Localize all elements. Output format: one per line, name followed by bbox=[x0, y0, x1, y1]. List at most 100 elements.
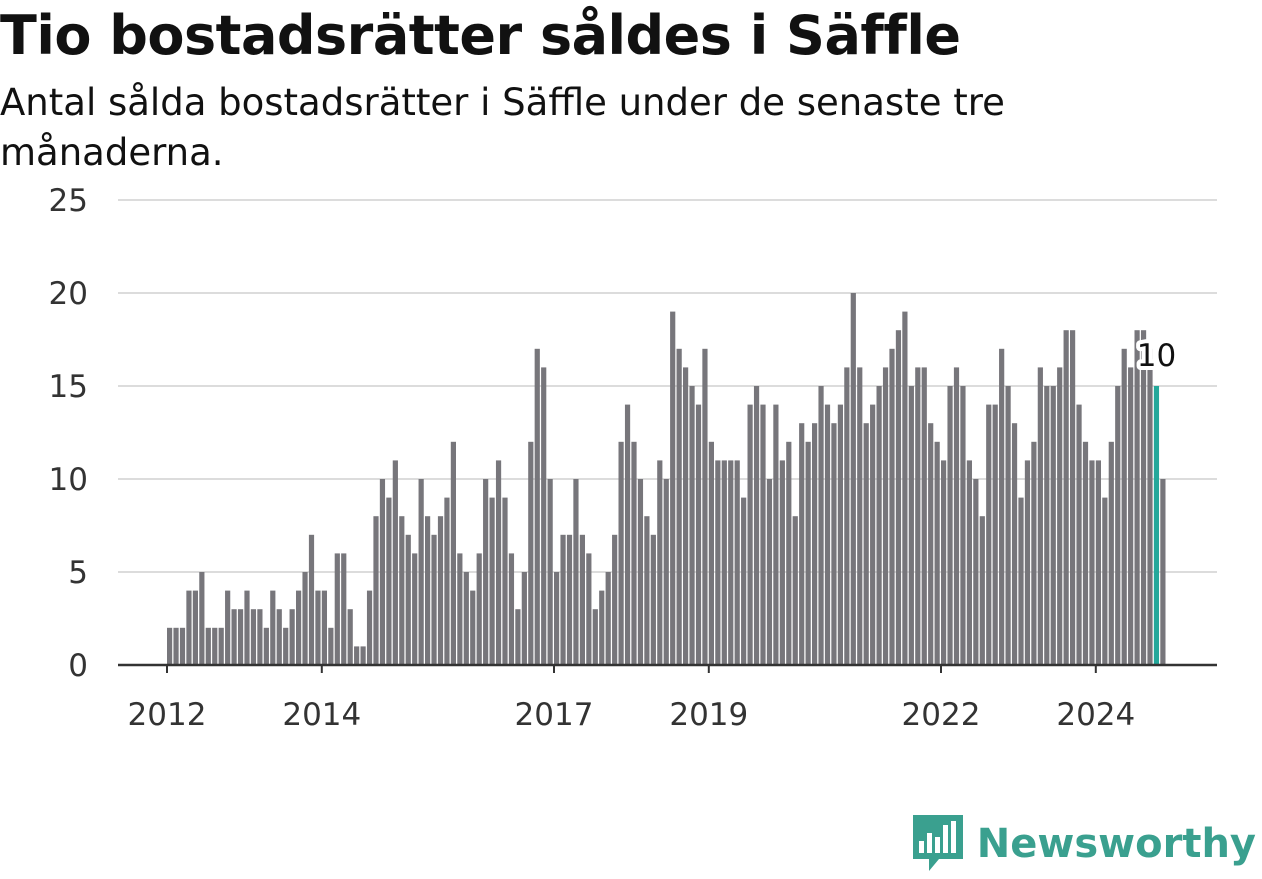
bar bbox=[908, 386, 914, 665]
bar bbox=[1011, 423, 1018, 665]
bar bbox=[928, 423, 934, 665]
bar bbox=[495, 460, 502, 665]
bar bbox=[470, 590, 476, 665]
bar bbox=[966, 460, 972, 665]
bar bbox=[515, 609, 521, 665]
bar bbox=[915, 367, 921, 665]
bar bbox=[947, 386, 953, 665]
x-tick-label: 2012 bbox=[128, 697, 207, 733]
bar bbox=[760, 404, 766, 665]
bar bbox=[1057, 367, 1063, 665]
bar bbox=[753, 386, 760, 665]
bar bbox=[276, 609, 282, 665]
bar bbox=[263, 627, 269, 665]
bar bbox=[521, 572, 527, 665]
bar bbox=[1128, 367, 1134, 665]
bar bbox=[657, 460, 663, 665]
bar bbox=[857, 367, 863, 665]
bar bbox=[953, 367, 960, 665]
bar bbox=[773, 404, 779, 665]
bar bbox=[605, 572, 611, 665]
bar bbox=[670, 311, 676, 665]
bar bbox=[1089, 460, 1095, 665]
bar bbox=[1082, 441, 1089, 665]
bar bbox=[663, 479, 669, 665]
bar bbox=[1024, 460, 1031, 665]
bar bbox=[941, 460, 947, 665]
bar bbox=[728, 460, 734, 665]
bar bbox=[386, 497, 392, 665]
bar bbox=[425, 516, 431, 665]
bar bbox=[270, 590, 276, 665]
bar bbox=[579, 534, 585, 665]
bar bbox=[812, 423, 818, 665]
bar bbox=[818, 386, 824, 665]
bar bbox=[186, 590, 192, 665]
bar bbox=[573, 479, 579, 665]
bar bbox=[979, 516, 985, 665]
bar bbox=[844, 367, 850, 665]
bar bbox=[992, 404, 998, 665]
bar bbox=[786, 441, 792, 665]
bar bbox=[689, 386, 695, 665]
y-tick-label: 0 bbox=[68, 648, 88, 684]
bar bbox=[863, 423, 869, 665]
brand-name: Newsworthy bbox=[976, 821, 1256, 867]
bar bbox=[179, 627, 186, 665]
bar bbox=[289, 609, 295, 665]
bar bbox=[237, 609, 244, 665]
bar bbox=[837, 404, 843, 665]
bar bbox=[792, 516, 798, 665]
bar bbox=[734, 460, 740, 665]
bar bbox=[560, 534, 566, 665]
bar bbox=[1134, 330, 1140, 665]
bar bbox=[444, 497, 450, 665]
bar bbox=[476, 553, 482, 665]
bar bbox=[586, 553, 592, 665]
bar bbox=[212, 627, 218, 665]
bar bbox=[1108, 441, 1114, 665]
bar bbox=[528, 441, 534, 665]
bar bbox=[766, 479, 773, 665]
bar bbox=[308, 534, 315, 665]
bar bbox=[999, 348, 1005, 665]
bar bbox=[315, 590, 321, 665]
bar bbox=[321, 590, 327, 665]
bar bbox=[244, 590, 250, 665]
bar bbox=[167, 627, 173, 665]
bar bbox=[1044, 386, 1050, 665]
bar bbox=[1121, 348, 1127, 665]
bar bbox=[831, 423, 837, 665]
bar bbox=[779, 460, 785, 665]
y-tick-label: 25 bbox=[49, 183, 88, 219]
bar bbox=[1095, 460, 1101, 665]
bar bbox=[1115, 386, 1121, 665]
bar bbox=[708, 441, 714, 665]
bar bbox=[921, 367, 927, 665]
bar bbox=[618, 441, 624, 665]
x-tick-label: 2022 bbox=[902, 697, 981, 733]
bar bbox=[218, 627, 224, 665]
bar bbox=[960, 386, 966, 665]
bar bbox=[347, 609, 353, 665]
bar bbox=[973, 479, 979, 665]
bar bbox=[334, 553, 340, 665]
bar bbox=[341, 553, 347, 665]
bar bbox=[934, 441, 940, 665]
bar bbox=[1070, 330, 1076, 665]
axes bbox=[118, 663, 1217, 673]
bar bbox=[1018, 497, 1024, 665]
bar bbox=[405, 534, 411, 665]
brand-logo: Newsworthy bbox=[912, 815, 1256, 873]
bar bbox=[296, 590, 302, 665]
bar bbox=[463, 572, 469, 665]
bar bbox=[650, 534, 656, 665]
bar bbox=[541, 367, 547, 665]
bar bbox=[225, 590, 231, 665]
bar bbox=[637, 479, 644, 665]
bar bbox=[450, 441, 456, 665]
bar bbox=[502, 497, 508, 665]
bar bbox=[199, 572, 205, 665]
y-tick-label: 10 bbox=[49, 462, 88, 498]
